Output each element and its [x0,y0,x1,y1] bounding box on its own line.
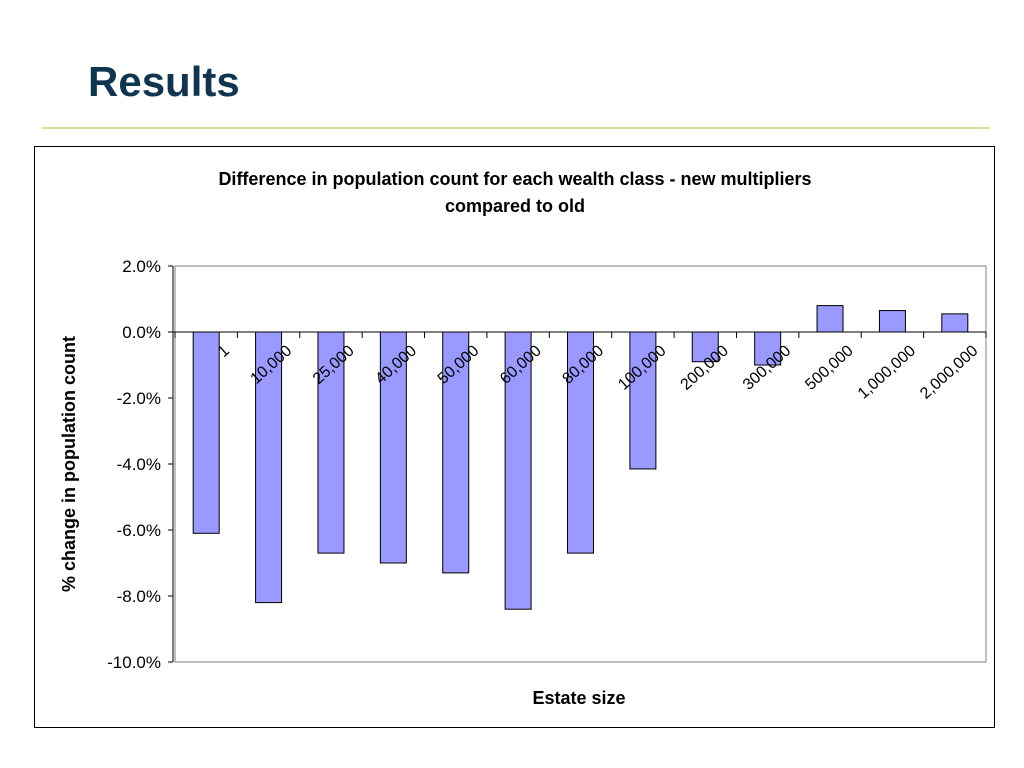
y-tick-label: 0.0% [122,323,161,342]
chart-title-line-2: compared to old [445,196,585,216]
y-tick-label: -8.0% [117,587,161,606]
bar-chart: Difference in population count for each … [59,169,987,708]
y-tick-label: -6.0% [117,521,161,540]
bar [816,305,844,333]
bar [629,331,657,470]
title-divider [42,127,990,129]
slide-title: Results [88,58,240,105]
y-tick-label: -2.0% [117,389,161,408]
y-axis-label: % change in population count [59,336,79,592]
bar [941,313,969,333]
bar [379,331,407,564]
bar [567,331,594,554]
chart-title-line-1: Difference in population count for each … [218,169,811,189]
bar [878,310,906,333]
bar [255,331,283,604]
y-tick-label: -10.0% [107,653,161,672]
chart-frame: Difference in population count for each … [34,146,995,728]
bar [754,331,782,366]
y-axis: 2.0% 0.0% -2.0% -4.0% -6.0% -8.0% -10.0% [107,257,174,672]
y-tick-label: 2.0% [122,257,161,276]
bar [192,331,220,534]
x-axis-label: Estate size [532,688,625,708]
y-tick-label: -4.0% [117,455,161,474]
bars [192,305,969,610]
bar [691,331,719,363]
